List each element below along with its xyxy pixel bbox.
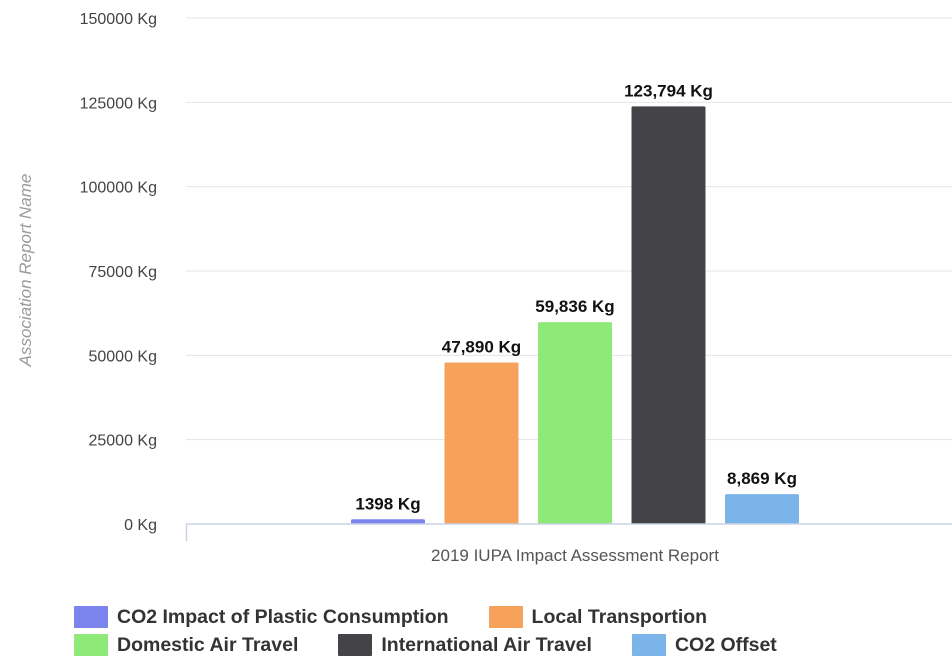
data-labels: 1398 Kg 47,890 Kg 59,836 Kg 123,794 Kg 8,869… [355,81,797,513]
legend-label-co2-offset: CO2 Offset [674,633,777,656]
grid-lines [186,17,952,441]
bar-data-label: 8,869 Kg [727,469,797,488]
bar[interactable] [444,362,519,524]
bar[interactable] [725,494,799,524]
bar[interactable] [538,322,612,524]
y-axis-label: Association Report Name [16,174,35,368]
legend: CO2 Impact of Plastic Consumption Local … [74,603,952,659]
bar[interactable] [351,519,425,524]
legend-label-domestic-air: Domestic Air Travel [117,633,299,656]
y-tick-label: 50000 Kg [88,348,157,365]
legend-item-local-transport[interactable]: Local Transportion [488,605,708,629]
bar-data-label: 47,890 Kg [442,337,521,356]
y-tick-label: 0 Kg [124,517,157,534]
legend-label-international-air: International Air Travel [381,633,592,656]
legend-item-international-air[interactable]: International Air Travel [338,634,592,657]
legend-label-local-transport: Local Transportion [531,605,708,628]
legend-swatch-local-transport [488,606,523,628]
bar-data-label: 59,836 Kg [535,297,614,316]
legend-swatch-international-air [338,634,373,656]
bar-data-label: 123,794 Kg [624,81,713,100]
x-category-label: 2019 IUPA Impact Assessment Report [431,546,719,565]
legend-row-1: CO2 Impact of Plastic Consumption Local … [74,603,952,631]
legend-item-domestic-air[interactable]: Domestic Air Travel [74,634,298,657]
y-tick-label: 100000 Kg [80,180,157,197]
bar-chart: 0 Kg 25000 Kg 50000 Kg 75000 Kg 100000 Kg 125… [16,11,952,565]
y-tick-label: 25000 Kg [88,433,157,450]
legend-row-2: Domestic Air Travel International Air Tr… [74,631,952,659]
bar[interactable] [631,106,706,524]
bars [351,106,799,524]
legend-label-plastic: CO2 Impact of Plastic Consumption [117,605,449,628]
legend-swatch-plastic [74,606,108,628]
y-axis-ticks: 0 Kg 25000 Kg 50000 Kg 75000 Kg 100000 Kg 125… [80,11,157,534]
legend-item-plastic[interactable]: CO2 Impact of Plastic Consumption [74,606,449,629]
y-tick-label: 75000 Kg [88,264,157,281]
legend-item-co2-offset[interactable]: CO2 Offset [631,633,777,657]
bar-data-label: 1398 Kg [355,494,420,513]
legend-swatch-domestic-air [74,634,108,656]
y-tick-label: 125000 Kg [80,95,157,112]
legend-swatch-co2-offset [631,634,666,656]
y-tick-label: 150000 Kg [80,11,157,28]
